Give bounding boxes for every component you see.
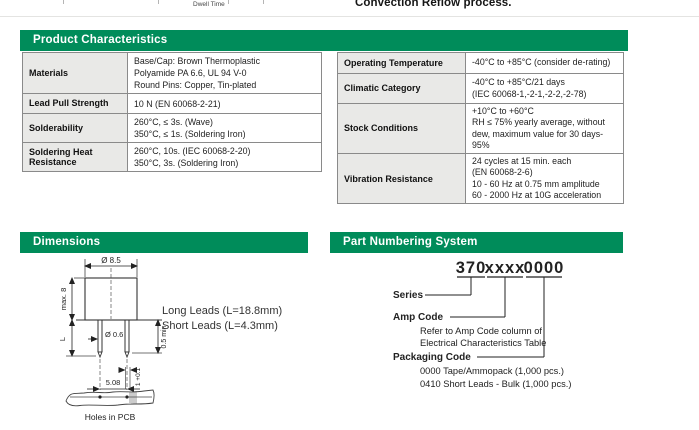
series-label: Series <box>393 290 423 301</box>
amp-code-label: Amp Code <box>393 312 443 323</box>
row-value: -40°C to +85°C (consider de-rating) <box>465 52 624 74</box>
section-header-product-characteristics: Product Characteristics <box>20 30 628 51</box>
amp-code-note-line2: Electrical Characteristics Table <box>420 338 546 348</box>
chart-tick-mark <box>263 0 264 4</box>
row-value: -40°C to +85°C/21 days (IEC 60068-1,-2-1… <box>465 73 624 104</box>
dwell-time-label: Dwell Time <box>193 1 225 8</box>
packaging-code-label: Packaging Code <box>393 352 471 363</box>
divider-rule <box>0 16 699 17</box>
row-label: Materials <box>22 52 128 94</box>
row-label: Stock Conditions <box>337 102 466 155</box>
dim-label-standoff: 0.5 min <box>161 325 168 348</box>
chart-tick-mark <box>63 0 64 4</box>
product-characteristics-table-right: Operating Temperature -40°C to +85°C (co… <box>337 52 624 205</box>
row-value: +10°C to +60°C RH ≤ 75% yearly average, … <box>465 102 624 155</box>
chart-tick-mark <box>158 0 159 4</box>
table-row: Climatic Category -40°C to +85°C/21 days… <box>337 73 624 104</box>
dim-label-lead-length: L <box>58 337 67 341</box>
part-number-series-code: 370 <box>456 259 487 277</box>
part-number-packaging-code: 0000 <box>524 259 565 277</box>
row-value: 260°C, 10s. (IEC 60068-2-20) 350°C, 3s. … <box>127 142 322 172</box>
dim-label-body-height: max. 8 <box>59 288 68 311</box>
table-row: Soldering Heat Resistance 260°C, 10s. (I… <box>22 142 322 172</box>
table-row: Materials Base/Cap: Brown Thermoplastic … <box>22 52 322 94</box>
row-value: 24 cycles at 15 min. each (EN 60068-2-6)… <box>465 153 624 205</box>
leads-length-note: Long Leads (L=18.8mm) Short Leads (L=4.3… <box>162 305 283 332</box>
row-label: Climatic Category <box>337 73 466 104</box>
dim-label-top-diameter: Ø 8.5 <box>101 256 121 265</box>
chart-tick-mark <box>228 0 229 4</box>
holes-in-pcb-label: Holes in PCB <box>85 412 136 422</box>
table-row: Lead Pull Strength 10 N (EN 60068-2-21) <box>22 93 322 114</box>
row-label: Soldering Heat Resistance <box>22 142 128 172</box>
table-row: Operating Temperature -40°C to +85°C (co… <box>337 52 624 74</box>
part-numbering-diagram: 370 xxxx 0000 Series Amp Code Refer to A… <box>393 259 571 389</box>
section-header-part-numbering: Part Numbering System <box>330 232 623 253</box>
dim-label-hole-diameter: 1 +0.1 <box>135 367 142 386</box>
reflow-process-note: Convection Reflow process. <box>355 0 512 9</box>
section-header-dimensions: Dimensions <box>20 232 308 253</box>
table-row: Solderability 260°C, ≤ 3s. (Wave) 350°C,… <box>22 113 322 143</box>
row-value: 260°C, ≤ 3s. (Wave) 350°C, ≤ 1s. (Solder… <box>127 113 322 143</box>
row-value: Base/Cap: Brown Thermoplastic Polyamide … <box>127 52 322 94</box>
row-label: Lead Pull Strength <box>22 93 128 114</box>
row-label: Solderability <box>22 113 128 143</box>
product-characteristics-table-left: Materials Base/Cap: Brown Thermoplastic … <box>22 52 322 172</box>
table-row: Vibration Resistance 24 cycles at 15 min… <box>337 153 624 205</box>
dimension-drawing: Ø 8.5 max. 8 L Ø 0.6 0.5 min 5.08 1 +0.1… <box>58 256 168 422</box>
table-row: Stock Conditions +10°C to +60°C RH ≤ 75%… <box>337 102 624 155</box>
part-number-amp-code: xxxx <box>485 259 526 277</box>
row-value: 10 N (EN 60068-2-21) <box>127 93 322 114</box>
dim-label-pitch: 5.08 <box>106 378 121 387</box>
packaging-option-2: 0410 Short Leads - Bulk (1,000 pcs.) <box>420 379 571 389</box>
amp-code-note-line1: Refer to Amp Code column of <box>420 326 542 336</box>
dim-label-pin-diameter: Ø 0.6 <box>105 330 123 339</box>
row-label: Operating Temperature <box>337 52 466 74</box>
row-label: Vibration Resistance <box>337 153 466 205</box>
packaging-option-1: 0000 Tape/Ammopack (1,000 pcs.) <box>420 366 564 376</box>
